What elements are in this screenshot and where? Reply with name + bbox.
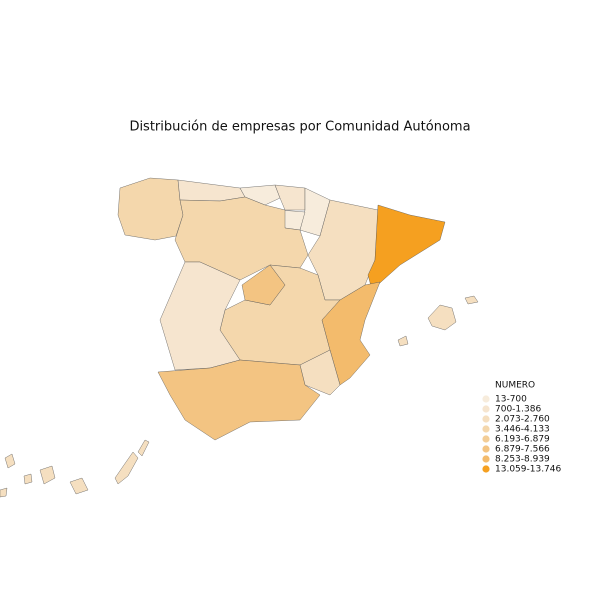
region [464,295,479,305]
legend-label: 2.073-2.760 [495,415,550,425]
legend-swatch [482,455,490,463]
regions [0,177,479,498]
legend-swatch [482,445,490,453]
region [0,487,8,498]
region [239,184,281,206]
region [241,264,286,306]
region [39,465,56,485]
legend-label: 700-1.386 [495,405,541,415]
region [69,477,89,495]
region [4,453,16,469]
region [427,304,457,331]
legend-title: NUMERO [495,381,535,391]
legend-label: 3.446-4.133 [495,425,550,435]
legend: NUMERO 13-700700-1.3862.073-2.7603.446-4… [482,381,562,475]
legend-label: 6.193-6.879 [495,435,550,445]
legend-label: 13-700 [495,395,527,405]
map-title: Distribución de empresas por Comunidad A… [129,120,470,135]
region [114,451,139,485]
legend-swatch [482,435,490,443]
legend-swatch [482,425,490,433]
region [397,335,409,347]
region [174,196,309,281]
region [137,439,150,457]
legend-swatch [482,465,490,473]
legend-label: 6.879-7.566 [495,445,550,455]
region [23,473,33,485]
region [177,179,246,202]
region [321,281,381,386]
region [157,359,321,441]
legend-swatch [482,415,490,423]
legend-label: 8.253-8.939 [495,455,550,465]
region [274,184,306,211]
region [117,177,184,241]
legend-swatch [482,395,490,403]
region [367,204,446,291]
legend-swatch [482,405,490,413]
region [299,187,331,237]
legend-label: 13.059-13.746 [495,465,562,475]
region [159,261,241,371]
